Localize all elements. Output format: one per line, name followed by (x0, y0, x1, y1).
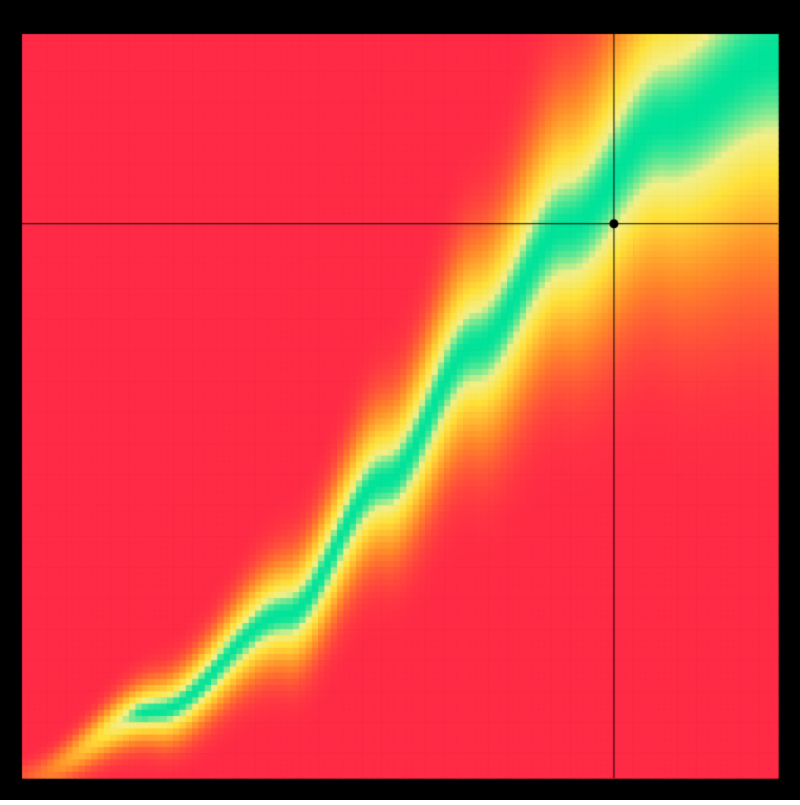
heatmap-container (0, 0, 800, 805)
heatmap-canvas (0, 0, 800, 800)
